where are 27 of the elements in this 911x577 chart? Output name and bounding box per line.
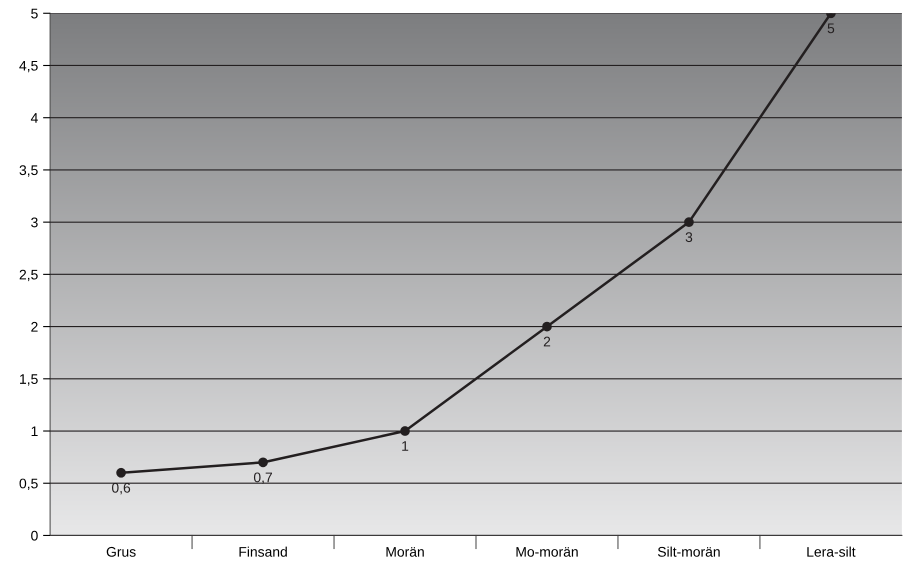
y-tick-label: 3,5 — [20, 165, 38, 177]
y-tick-label: 2 — [31, 322, 38, 332]
y-tick-label: 3 — [31, 217, 38, 228]
point — [258, 457, 268, 468]
data-label: 5 — [828, 24, 834, 34]
data-label: 1 — [402, 441, 408, 451]
point — [684, 217, 694, 228]
x-tick-label: Lera-silt — [807, 546, 856, 557]
y-tick-label: 1,5 — [20, 374, 38, 386]
x-tick-label: Finsand — [239, 546, 287, 557]
data-label: 2 — [544, 336, 550, 346]
x-tick-label: Mo-morän — [516, 547, 578, 557]
x-tick-label: Silt-morän — [658, 546, 720, 557]
y-tick-label: 5 — [31, 8, 38, 18]
point — [542, 322, 552, 332]
point — [116, 468, 126, 478]
y-tick-label: 1 — [32, 426, 38, 436]
point — [400, 426, 410, 436]
data-label: 0,7 — [254, 472, 272, 484]
y-tick-label: 2,5 — [20, 270, 38, 282]
y-tick-label: 0,5 — [20, 478, 38, 490]
y-tick-label: 0 — [31, 530, 38, 541]
x-tick-label: Grus — [106, 546, 136, 557]
x-tick-label: Morän — [386, 547, 424, 557]
y-tick-label: 4 — [30, 113, 38, 123]
y-tick-label: 4,5 — [19, 60, 38, 72]
data-label: 3 — [686, 232, 692, 242]
